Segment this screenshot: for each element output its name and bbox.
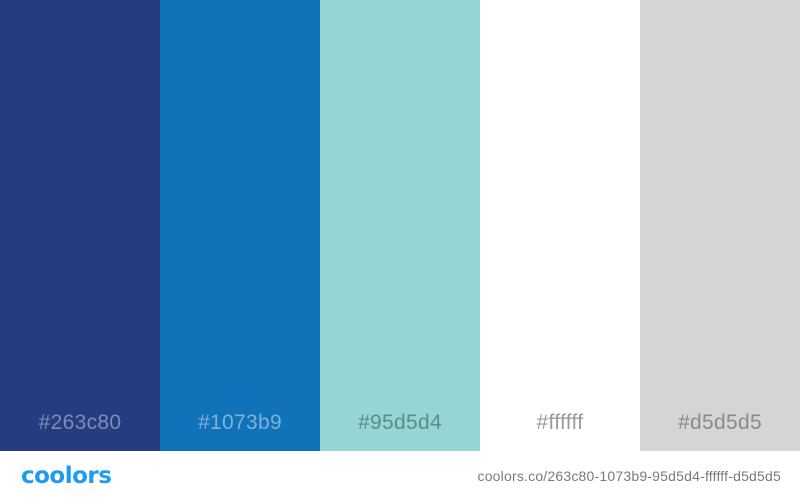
color-swatch-5[interactable]: #d5d5d5: [640, 0, 800, 451]
footer-bar: coolors coolors.co/263c80-1073b9-95d5d4-…: [0, 451, 800, 500]
palette-url-link[interactable]: coolors.co/263c80-1073b9-95d5d4-ffffff-d…: [477, 468, 781, 484]
color-swatch-1[interactable]: #263c80: [0, 0, 160, 451]
hex-code-label[interactable]: #95d5d4: [358, 411, 442, 434]
color-swatch-4[interactable]: #ffffff: [480, 0, 640, 451]
coolors-logo[interactable]: coolors: [21, 463, 112, 489]
color-swatch-3[interactable]: #95d5d4: [320, 0, 480, 451]
hex-code-label[interactable]: #263c80: [38, 411, 122, 434]
hex-code-label[interactable]: #ffffff: [536, 411, 584, 434]
hex-code-label[interactable]: #d5d5d5: [678, 411, 762, 434]
color-swatch-2[interactable]: #1073b9: [160, 0, 320, 451]
color-palette: #263c80 #1073b9 #95d5d4 #ffffff #d5d5d5: [0, 0, 800, 451]
hex-code-label[interactable]: #1073b9: [198, 411, 282, 434]
